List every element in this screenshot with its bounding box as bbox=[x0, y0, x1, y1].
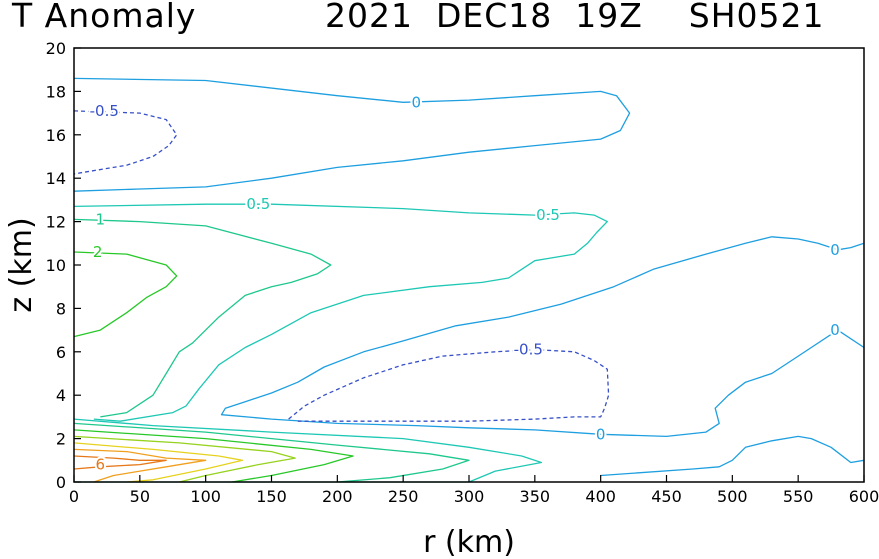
contour-labels: 0 -0.5 0.5 0.5 1 2 0 0 -0.5 0 6 bbox=[88, 91, 842, 475]
contour-label: -0.5 bbox=[90, 102, 119, 120]
x-tick-label: 100 bbox=[190, 487, 221, 506]
x-axis-ticks: 0 50 100 150 200 250 300 350 400 450 500 550 600 bbox=[69, 475, 879, 506]
y-tick-label: 4 bbox=[56, 386, 66, 405]
x-tick-label: 200 bbox=[322, 487, 353, 506]
contour-line bbox=[600, 435, 865, 477]
y-tick-label: 6 bbox=[56, 343, 66, 362]
contour-label: 1 bbox=[96, 210, 106, 228]
contour-line bbox=[73, 418, 543, 483]
contour-label: 0 bbox=[596, 425, 606, 443]
x-axis-title: r (km) bbox=[423, 525, 515, 559]
contour-line bbox=[73, 422, 470, 483]
contour-label: 6 bbox=[96, 456, 106, 474]
x-tick-label: 500 bbox=[717, 487, 748, 506]
y-tick-label: 12 bbox=[46, 213, 66, 232]
plot-frame bbox=[73, 47, 865, 483]
y-tick-label: 0 bbox=[56, 473, 66, 492]
x-tick-label: 150 bbox=[256, 487, 287, 506]
chart-title-right: 2021 DEC18 19Z SH0521 bbox=[325, 0, 825, 35]
contour-line bbox=[73, 448, 207, 483]
contour-line bbox=[73, 251, 178, 338]
x-tick-label: 550 bbox=[783, 487, 814, 506]
y-axis-ticks: 0 2 4 6 8 10 12 14 16 18 20 bbox=[46, 39, 81, 492]
contour-label: 0 bbox=[830, 241, 840, 259]
contour-line bbox=[73, 442, 244, 483]
x-tick-label: 400 bbox=[585, 487, 616, 506]
contour-line bbox=[73, 203, 608, 422]
contour-label: -0.5 bbox=[514, 341, 543, 359]
y-axis-title: z (km) bbox=[4, 217, 39, 312]
x-tick-label: 250 bbox=[388, 487, 419, 506]
y-tick-label: 2 bbox=[56, 430, 66, 449]
y-tick-label: 16 bbox=[46, 126, 66, 145]
x-tick-label: 50 bbox=[130, 487, 150, 506]
chart-title-left: T Anomaly bbox=[12, 0, 197, 35]
contour-label: 2 bbox=[93, 243, 103, 261]
contour-line bbox=[73, 218, 332, 418]
contour-label: 0 bbox=[830, 321, 840, 339]
contour-line bbox=[73, 455, 167, 470]
y-tick-label: 10 bbox=[46, 256, 66, 275]
contour-label: 0.5 bbox=[246, 195, 270, 213]
y-tick-label: 14 bbox=[46, 169, 66, 188]
contour-line bbox=[73, 110, 178, 175]
contour-line bbox=[220, 236, 865, 438]
x-tick-label: 600 bbox=[849, 487, 879, 506]
y-tick-label: 8 bbox=[56, 299, 66, 318]
x-tick-label: 450 bbox=[651, 487, 682, 506]
x-tick-label: 350 bbox=[520, 487, 551, 506]
contour-line bbox=[288, 348, 610, 422]
contour-label: 0 bbox=[412, 93, 422, 111]
contour-label: 0.5 bbox=[536, 206, 560, 224]
x-tick-label: 300 bbox=[454, 487, 485, 506]
contour-line bbox=[73, 77, 631, 192]
y-tick-label: 20 bbox=[46, 39, 66, 58]
contour-lines bbox=[73, 77, 865, 483]
x-tick-label: 0 bbox=[69, 487, 79, 506]
y-tick-label: 18 bbox=[46, 82, 66, 101]
